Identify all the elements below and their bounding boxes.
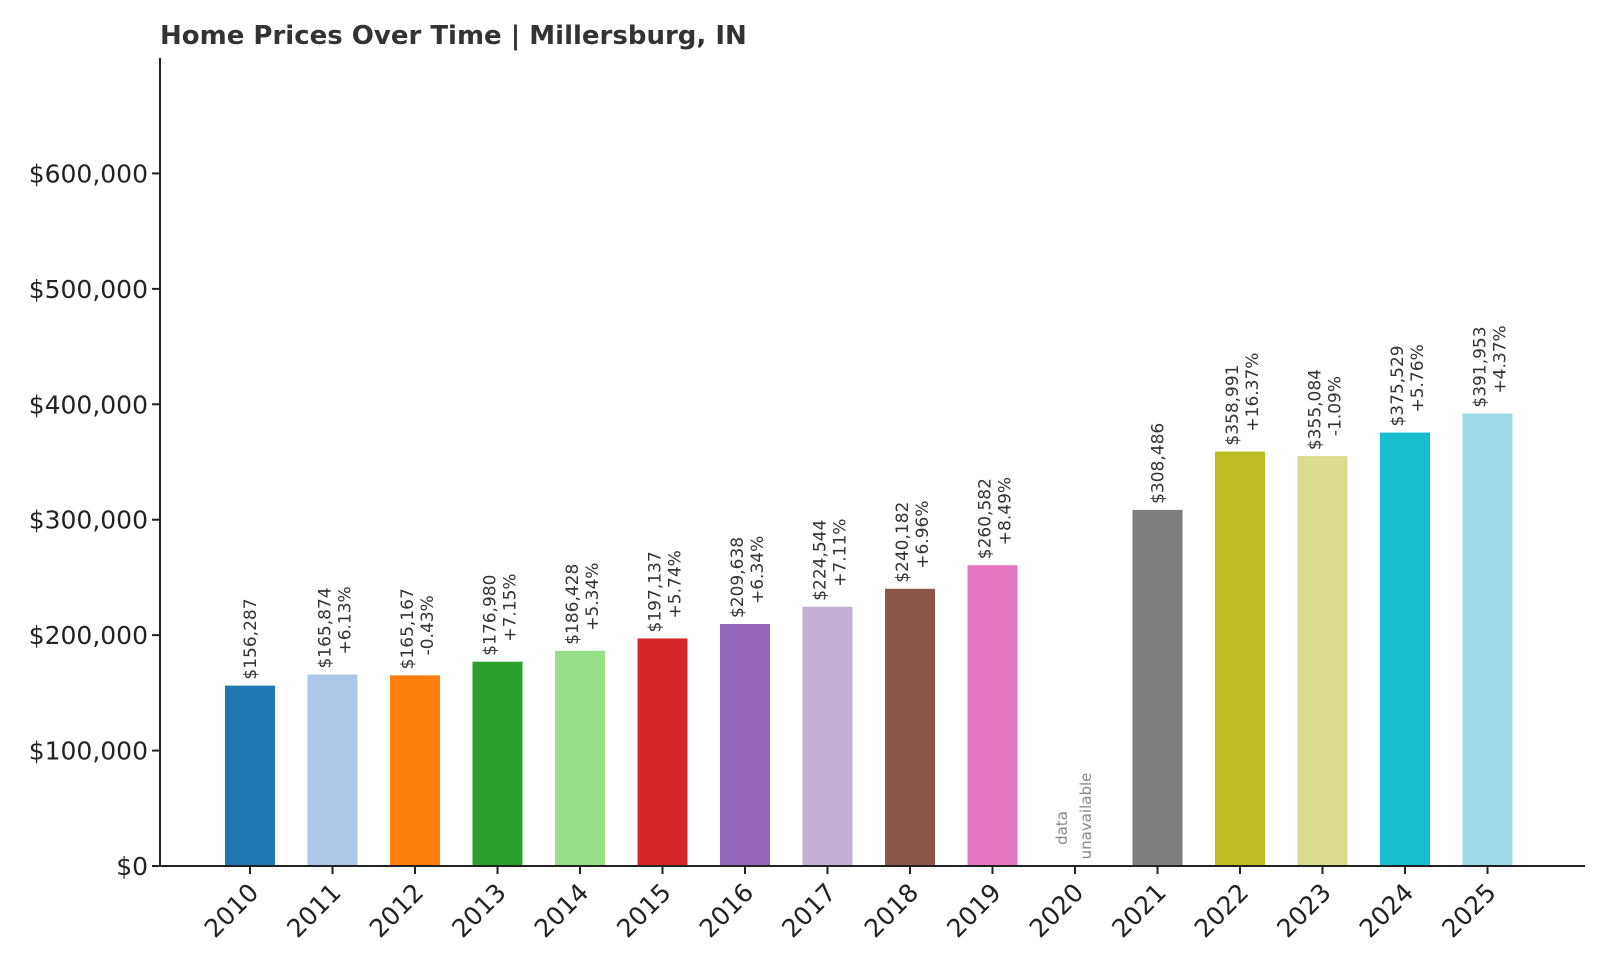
bar-2016 bbox=[720, 624, 770, 866]
x-tick-label-2017: 2017 bbox=[776, 878, 841, 943]
x-tick-label-2012: 2012 bbox=[364, 878, 429, 943]
change-label-2022: +16.37% bbox=[1243, 353, 1263, 432]
value-label-2024: $375,529 bbox=[1388, 345, 1408, 426]
change-label-2017: +7.11% bbox=[831, 519, 851, 587]
bar-2012 bbox=[390, 675, 440, 866]
y-tick-label: $0 bbox=[116, 852, 148, 881]
change-label-2024: +5.76% bbox=[1408, 344, 1428, 412]
value-label-2023: $355,084 bbox=[1306, 369, 1326, 450]
bar-2025 bbox=[1462, 413, 1513, 866]
y-axis: $0 $100,000 $200,000 $300,000 $400,000 $500,0… bbox=[29, 58, 161, 881]
x-tick-label-2021: 2021 bbox=[1106, 878, 1171, 943]
x-tick-label-2018: 2018 bbox=[859, 878, 924, 943]
y-tick-label: $500,000 bbox=[29, 275, 148, 304]
y-tick-label: $400,000 bbox=[29, 390, 148, 419]
value-label-2019: $260,582 bbox=[976, 478, 996, 559]
bar-2018 bbox=[885, 588, 935, 866]
data-labels: $156,287 $165,874 +6.13% $165,167 -0.43% $176… bbox=[241, 325, 1511, 859]
y-tick-label: $300,000 bbox=[29, 506, 148, 535]
change-label-2016: +6.34% bbox=[748, 536, 768, 604]
value-label-2010: $156,287 bbox=[241, 598, 261, 679]
value-label-2022: $358,991 bbox=[1223, 364, 1243, 445]
change-label-2018: +6.96% bbox=[913, 501, 933, 569]
missing-data-text: data bbox=[1053, 811, 1071, 845]
x-tick-label-2011: 2011 bbox=[281, 878, 346, 943]
change-label-2019: +8.49% bbox=[996, 477, 1016, 545]
bar-2022 bbox=[1215, 451, 1265, 866]
bar-2023 bbox=[1297, 456, 1348, 866]
bar-2014 bbox=[555, 650, 605, 866]
x-tick-label-2020: 2020 bbox=[1024, 878, 1089, 943]
value-label-2013: $176,980 bbox=[481, 575, 501, 656]
bar-2011 bbox=[307, 674, 358, 866]
x-tick-label-2023: 2023 bbox=[1271, 878, 1336, 943]
bar-2013 bbox=[472, 661, 523, 866]
y-tick-label: $200,000 bbox=[29, 621, 148, 650]
x-tick-label-2022: 2022 bbox=[1189, 878, 1254, 943]
x-tick-label-2025: 2025 bbox=[1436, 878, 1501, 943]
change-label-2014: +5.34% bbox=[583, 563, 603, 631]
x-tick-label-2016: 2016 bbox=[694, 878, 759, 943]
value-label-2017: $224,544 bbox=[811, 520, 831, 601]
value-label-2025: $391,953 bbox=[1471, 326, 1491, 407]
bar-2010 bbox=[225, 685, 275, 866]
bar-2015 bbox=[637, 638, 688, 866]
bar-2017 bbox=[802, 606, 853, 866]
change-label-2023: -1.09% bbox=[1326, 376, 1346, 436]
change-label-2015: +5.74% bbox=[666, 550, 686, 618]
missing-data-text: unavailable bbox=[1077, 773, 1095, 860]
value-label-2014: $186,428 bbox=[563, 564, 583, 645]
change-label-2011: +6.13% bbox=[336, 586, 356, 654]
value-label-2015: $197,137 bbox=[646, 551, 666, 632]
bar-2021 bbox=[1132, 509, 1183, 866]
chart-title: Home Prices Over Time | Millersburg, IN bbox=[160, 21, 747, 51]
value-label-2021: $308,486 bbox=[1149, 423, 1169, 504]
x-tick-label-2019: 2019 bbox=[941, 878, 1006, 943]
change-label-2025: +4.37% bbox=[1491, 325, 1511, 393]
x-axis: 2010 2011 2012 2013 2014 2015 2016 2017 2018 2019… bbox=[160, 865, 1585, 943]
bars bbox=[225, 413, 1513, 866]
y-tick-label: $100,000 bbox=[29, 737, 148, 766]
x-tick-label-2013: 2013 bbox=[446, 878, 511, 943]
x-tick-label-2015: 2015 bbox=[611, 878, 676, 943]
value-label-2018: $240,182 bbox=[893, 502, 913, 583]
change-label-2012: -0.43% bbox=[418, 595, 438, 655]
y-tick-label: $600,000 bbox=[29, 159, 148, 188]
bar-2019 bbox=[967, 565, 1018, 866]
x-tick-label-2014: 2014 bbox=[529, 878, 594, 943]
x-tick-label-2010: 2010 bbox=[199, 878, 264, 943]
bar-2024 bbox=[1380, 432, 1430, 866]
value-label-2016: $209,638 bbox=[728, 537, 748, 618]
change-label-2013: +7.15% bbox=[501, 573, 521, 641]
missing-data-label: data unavailable bbox=[1053, 773, 1095, 860]
value-label-2012: $165,167 bbox=[398, 588, 418, 669]
x-tick-label-2024: 2024 bbox=[1354, 878, 1419, 943]
value-label-2011: $165,874 bbox=[316, 587, 336, 668]
